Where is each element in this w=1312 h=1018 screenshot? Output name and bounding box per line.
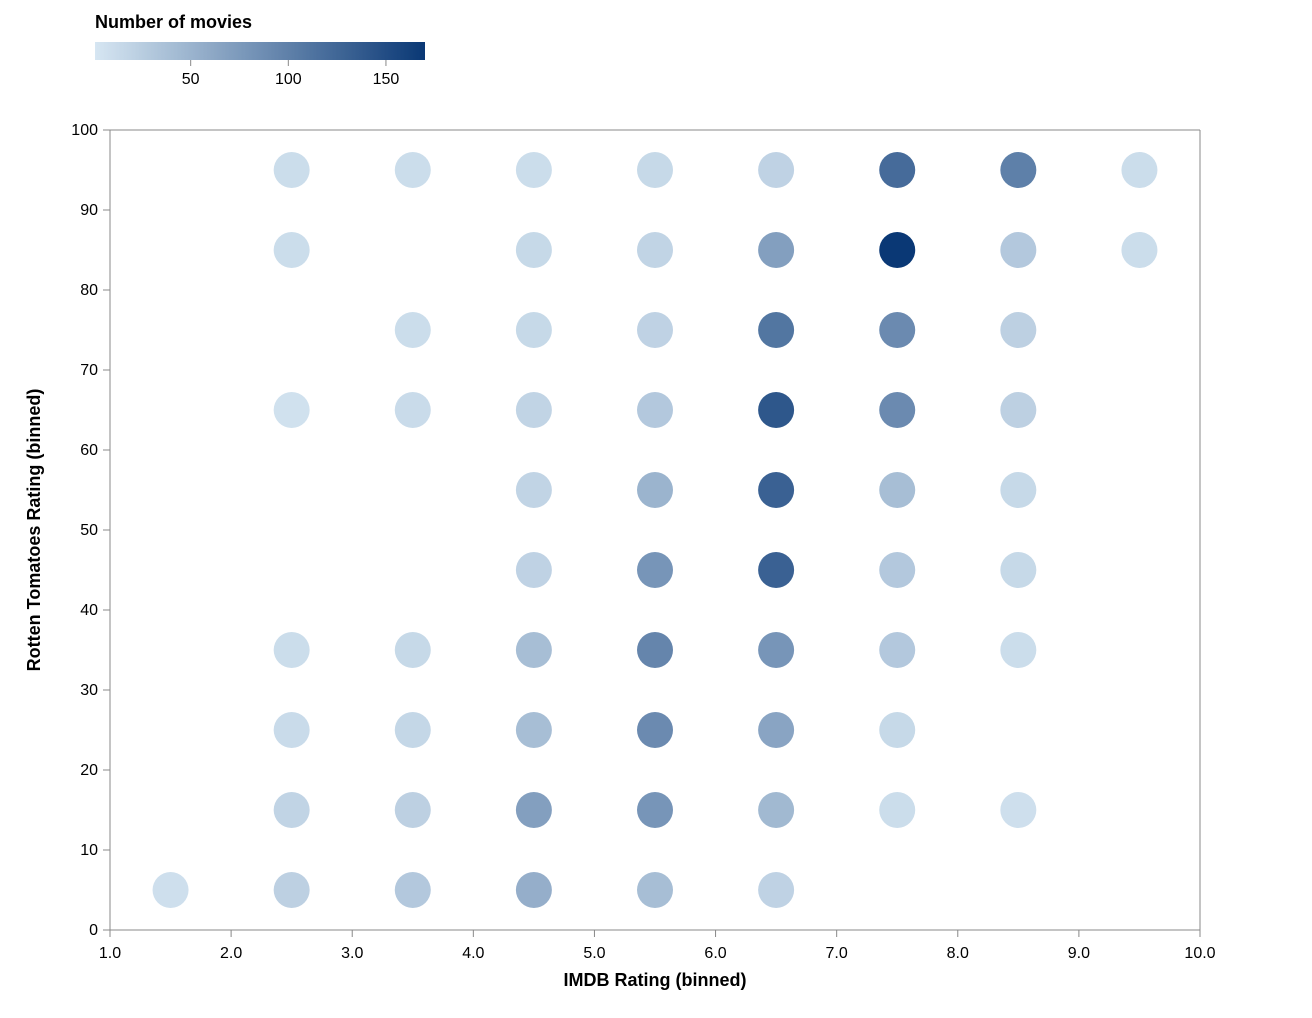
y-tick-label: 30 — [80, 682, 98, 699]
data-point — [1121, 232, 1157, 268]
data-point — [516, 392, 552, 428]
data-point — [274, 792, 310, 828]
data-point — [516, 792, 552, 828]
x-tick-label: 1.0 — [99, 945, 121, 962]
data-point — [637, 632, 673, 668]
y-tick-label: 20 — [80, 762, 98, 779]
y-tick-label: 100 — [71, 122, 98, 139]
data-point — [637, 552, 673, 588]
data-point — [758, 312, 794, 348]
x-tick-label: 7.0 — [826, 945, 848, 962]
scatter-heatmap-chart: Number of movies501001501.02.03.04.05.06… — [0, 0, 1312, 1018]
data-point — [1000, 552, 1036, 588]
data-point — [879, 632, 915, 668]
x-tick-label: 8.0 — [947, 945, 969, 962]
data-point — [1000, 232, 1036, 268]
data-point — [637, 712, 673, 748]
y-tick-label: 0 — [89, 922, 98, 939]
legend-tick-label: 50 — [182, 71, 200, 88]
data-point — [1000, 392, 1036, 428]
legend: Number of movies 50 100 150 — [95, 12, 425, 88]
data-point — [637, 792, 673, 828]
data-point — [758, 872, 794, 908]
data-point — [758, 152, 794, 188]
data-point — [637, 312, 673, 348]
x-tick-label: 3.0 — [341, 945, 363, 962]
legend-tick-label: 100 — [275, 71, 302, 88]
data-point — [395, 312, 431, 348]
data-point — [879, 232, 915, 268]
data-point — [516, 872, 552, 908]
data-point — [274, 152, 310, 188]
data-point — [395, 152, 431, 188]
x-tick-label: 4.0 — [462, 945, 484, 962]
data-point — [879, 472, 915, 508]
y-tick-label: 50 — [80, 522, 98, 539]
data-point — [516, 632, 552, 668]
data-point — [1000, 472, 1036, 508]
data-point — [516, 472, 552, 508]
x-tick-label: 10.0 — [1184, 945, 1215, 962]
data-point — [879, 152, 915, 188]
data-point — [395, 712, 431, 748]
y-tick-label: 10 — [80, 842, 98, 859]
x-axis-label: IMDB Rating (binned) — [564, 970, 747, 990]
data-point — [395, 392, 431, 428]
data-point — [758, 792, 794, 828]
data-point — [516, 232, 552, 268]
x-tick-label: 2.0 — [220, 945, 242, 962]
data-point — [758, 232, 794, 268]
data-point — [395, 632, 431, 668]
y-tick-label: 70 — [80, 362, 98, 379]
y-tick-label: 40 — [80, 602, 98, 619]
data-point — [1000, 792, 1036, 828]
legend-gradient — [95, 42, 425, 60]
y-axis-label: Rotten Tomatoes Rating (binned) — [24, 389, 44, 672]
data-point — [879, 392, 915, 428]
data-point — [758, 552, 794, 588]
data-point — [637, 872, 673, 908]
x-tick-label: 5.0 — [583, 945, 605, 962]
data-point — [879, 552, 915, 588]
data-point — [758, 712, 794, 748]
points-layer — [153, 152, 1158, 908]
data-point — [879, 312, 915, 348]
data-point — [274, 632, 310, 668]
x-tick-label: 6.0 — [704, 945, 726, 962]
data-point — [516, 712, 552, 748]
plot-area: 1.0 2.0 3.0 4.0 5.0 6.0 7.0 8.0 9.0 10.0 IMDB Rati… — [24, 122, 1216, 990]
legend-tick-label: 150 — [373, 71, 400, 88]
data-point — [637, 392, 673, 428]
y-tick-label: 60 — [80, 442, 98, 459]
y-tick-label: 90 — [80, 202, 98, 219]
legend-title: Number of movies — [95, 12, 252, 32]
data-point — [153, 872, 189, 908]
data-point — [274, 712, 310, 748]
data-point — [637, 152, 673, 188]
data-point — [637, 232, 673, 268]
data-point — [879, 792, 915, 828]
data-point — [1121, 152, 1157, 188]
x-tick-label: 9.0 — [1068, 945, 1090, 962]
data-point — [879, 712, 915, 748]
data-point — [758, 632, 794, 668]
data-point — [758, 392, 794, 428]
data-point — [274, 232, 310, 268]
y-tick-label: 80 — [80, 282, 98, 299]
data-point — [1000, 632, 1036, 668]
data-point — [516, 312, 552, 348]
data-point — [516, 152, 552, 188]
data-point — [395, 872, 431, 908]
data-point — [1000, 152, 1036, 188]
data-point — [637, 472, 673, 508]
data-point — [1000, 312, 1036, 348]
data-point — [516, 552, 552, 588]
data-point — [274, 392, 310, 428]
data-point — [395, 792, 431, 828]
data-point — [274, 872, 310, 908]
data-point — [758, 472, 794, 508]
